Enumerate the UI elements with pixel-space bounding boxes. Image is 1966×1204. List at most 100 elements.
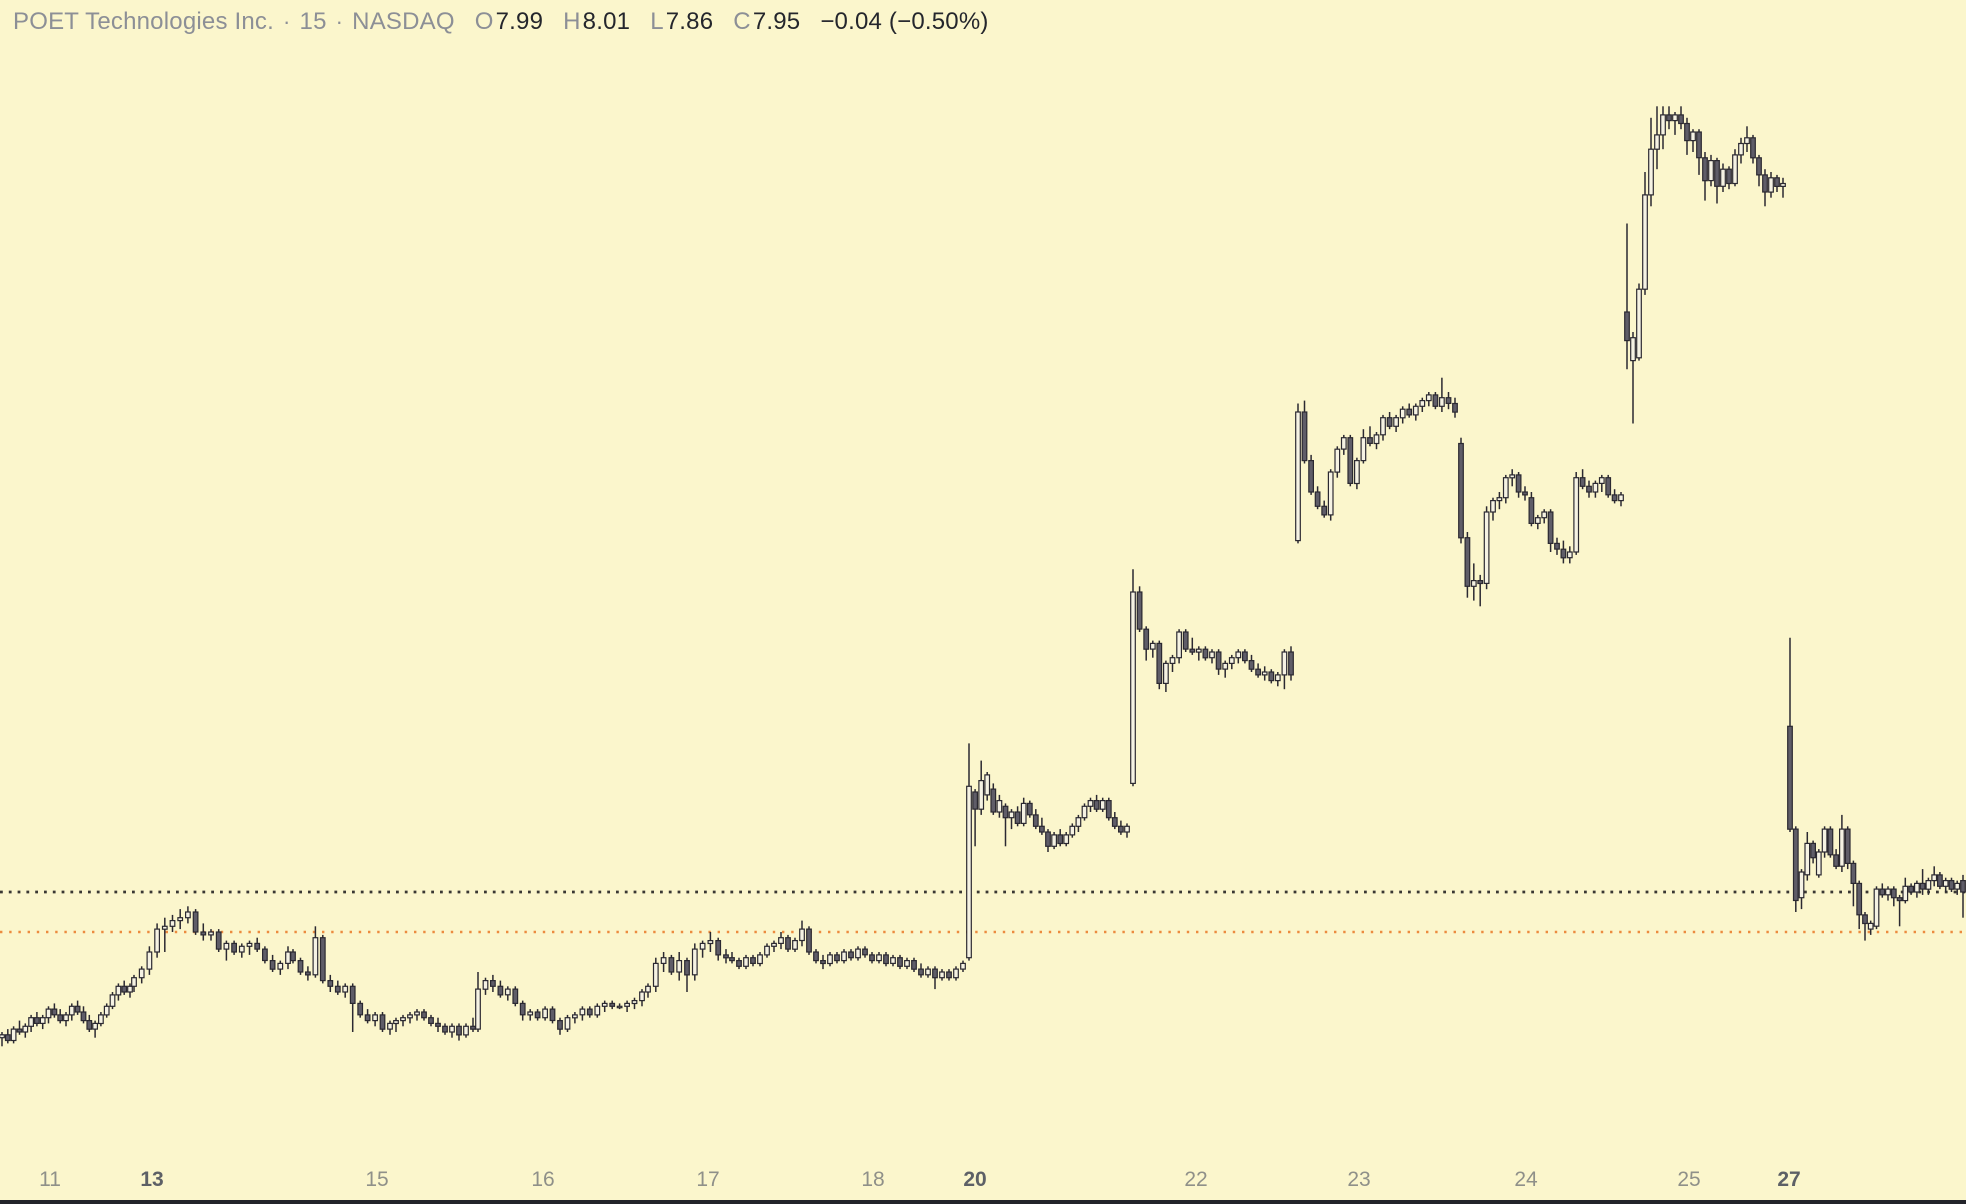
candle-body-up xyxy=(1327,471,1334,516)
candle-body-up xyxy=(1130,591,1136,784)
candle-body-down xyxy=(1406,408,1413,416)
candle xyxy=(1099,797,1106,812)
x-axis-label-22: 22 xyxy=(1184,1168,1208,1191)
candle-body-up xyxy=(1873,888,1880,927)
candle-body-up xyxy=(1425,394,1432,402)
candle-body-up xyxy=(1483,511,1490,585)
candle-body-up xyxy=(127,985,133,993)
candle xyxy=(1902,877,1909,904)
candle xyxy=(1215,649,1222,675)
candle xyxy=(1862,912,1868,941)
x-axis-label-18: 18 xyxy=(861,1168,885,1191)
candle xyxy=(1295,403,1301,544)
candle-body-up xyxy=(138,968,145,979)
candle-body-up xyxy=(1412,405,1419,416)
symbol-title[interactable]: POET Technologies Inc. xyxy=(13,8,274,35)
candle xyxy=(109,992,116,1010)
candle xyxy=(127,983,133,998)
candle xyxy=(1143,626,1150,661)
candle-body-down xyxy=(1702,157,1708,182)
candle-body-up xyxy=(92,1022,99,1030)
candle xyxy=(400,1014,406,1027)
candle-body-up xyxy=(1648,148,1654,196)
candle xyxy=(1477,574,1484,607)
candle xyxy=(290,949,296,964)
candle xyxy=(1321,500,1328,518)
candle-body-up xyxy=(841,951,847,962)
candle-body-up xyxy=(1592,482,1599,493)
candle-body-down xyxy=(1919,882,1926,890)
candle-body-up xyxy=(246,942,253,947)
candle xyxy=(1850,860,1857,907)
candle-body-up xyxy=(1768,177,1774,193)
candle-body-up xyxy=(1087,799,1094,807)
candle xyxy=(1744,126,1750,152)
candle-body-up xyxy=(1815,851,1822,876)
candle-body-down xyxy=(1810,842,1817,859)
candle-body-down xyxy=(1445,397,1452,405)
candle xyxy=(285,946,291,970)
candle-body-up xyxy=(1228,657,1235,665)
candle-body-up xyxy=(177,917,184,922)
candle xyxy=(1248,654,1255,672)
candle-body-down xyxy=(1367,437,1373,445)
candle-body-up xyxy=(1566,551,1573,559)
candle-body-up xyxy=(1470,579,1477,587)
candle-body-up xyxy=(624,1002,630,1007)
candle xyxy=(97,1012,104,1027)
candle xyxy=(357,1000,364,1018)
candle-body-up xyxy=(984,774,991,796)
candle-body-up xyxy=(169,919,176,927)
candle xyxy=(1960,874,1966,918)
candle-body-down xyxy=(834,954,840,962)
candle-body-up xyxy=(1573,477,1580,553)
candle xyxy=(4,1029,11,1044)
candle-body-up xyxy=(1502,477,1509,499)
candle-body-down xyxy=(442,1025,448,1033)
candle-body-up xyxy=(890,957,896,965)
candle-body-up xyxy=(1295,411,1301,542)
candle xyxy=(1162,660,1169,692)
candle xyxy=(984,772,991,801)
candle xyxy=(131,974,137,992)
candle-body-down xyxy=(785,937,791,950)
x-axis-label-23: 23 xyxy=(1347,1168,1371,1191)
candle xyxy=(231,940,238,955)
interval-value[interactable]: 15 xyxy=(299,8,327,35)
candle xyxy=(1541,509,1548,524)
candle-body-up xyxy=(676,959,683,973)
candle xyxy=(1255,663,1262,678)
candle-body-up xyxy=(691,948,698,976)
exchange-name[interactable]: NASDAQ xyxy=(352,8,455,35)
change-value: −0.04 (−0.50%) xyxy=(820,8,989,35)
candle-body-down xyxy=(1726,168,1732,185)
candle xyxy=(1756,154,1762,187)
candle xyxy=(192,909,199,935)
candle-body-up xyxy=(1149,642,1156,650)
candle-body-down xyxy=(813,951,819,962)
candle xyxy=(456,1023,462,1041)
candle-body-down xyxy=(1862,914,1868,925)
candle-body-up xyxy=(1051,834,1058,847)
close-value: 7.95 xyxy=(752,8,801,35)
candle-body-down xyxy=(512,988,519,1004)
candle xyxy=(904,957,910,970)
window-bottom-border xyxy=(0,1200,1966,1204)
candle xyxy=(990,783,997,815)
candle xyxy=(68,1003,75,1021)
candle xyxy=(1432,392,1439,410)
candle-body-down xyxy=(932,968,938,979)
time-axis[interactable]: 11 13 15 16 17 18 20 22 23 24 25 27 xyxy=(0,1162,1966,1198)
candle-body-up xyxy=(757,954,763,965)
candle xyxy=(254,937,261,952)
candle xyxy=(103,1003,110,1018)
candle-body-down xyxy=(729,957,735,962)
high-label: H xyxy=(563,8,581,35)
candle xyxy=(1792,826,1799,912)
candle xyxy=(1919,869,1926,895)
close-label: C xyxy=(733,8,751,35)
candle-body-down xyxy=(349,985,356,1004)
candle-body-up xyxy=(1008,811,1015,819)
candle xyxy=(1502,474,1509,504)
